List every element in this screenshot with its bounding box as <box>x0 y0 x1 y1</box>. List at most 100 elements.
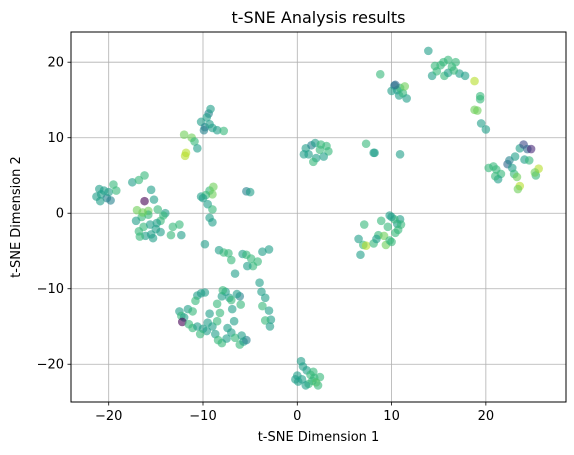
data-point <box>200 288 210 297</box>
data-point <box>385 211 394 220</box>
data-point <box>524 156 534 165</box>
data-point <box>177 230 186 240</box>
data-point <box>391 80 400 90</box>
x-tick-label: 10 <box>383 409 400 424</box>
data-point <box>301 381 311 390</box>
data-point <box>203 318 213 328</box>
data-point <box>140 171 149 180</box>
y-axis-title: t-SNE Dimension 2 <box>9 156 24 278</box>
data-point <box>111 186 121 195</box>
data-point <box>526 144 536 154</box>
data-point <box>180 151 190 161</box>
data-point <box>260 316 270 325</box>
data-point <box>299 150 309 159</box>
data-point <box>253 257 262 266</box>
data-point <box>255 278 264 287</box>
data-point <box>230 333 240 343</box>
data-point <box>208 205 217 214</box>
x-tick-label: 20 <box>478 409 495 424</box>
data-point <box>95 196 105 206</box>
data-point <box>226 255 236 265</box>
data-point <box>265 322 275 331</box>
data-point <box>400 82 410 91</box>
data-point <box>152 218 162 228</box>
data-point <box>104 187 114 197</box>
data-point <box>188 307 197 316</box>
data-point <box>230 269 240 278</box>
data-point <box>106 196 115 205</box>
data-point <box>209 182 218 192</box>
data-point <box>243 261 252 271</box>
data-point <box>193 143 202 153</box>
y-tick-label: 10 <box>47 131 64 146</box>
data-point <box>195 329 205 339</box>
data-point <box>470 76 479 86</box>
data-point <box>205 309 214 318</box>
data-point <box>199 125 209 135</box>
data-point <box>223 323 232 333</box>
data-point <box>291 375 300 384</box>
data-point <box>430 61 440 71</box>
data-point <box>258 301 267 311</box>
grid-layer <box>71 32 566 402</box>
data-point <box>226 295 236 305</box>
data-point <box>354 234 363 244</box>
data-point <box>153 205 163 214</box>
data-point <box>260 293 270 303</box>
data-point <box>402 94 411 103</box>
data-point <box>246 254 256 263</box>
data-point <box>512 172 522 182</box>
data-point <box>475 94 485 104</box>
data-point <box>315 372 325 382</box>
data-point <box>449 66 459 75</box>
data-point <box>227 304 237 314</box>
data-point <box>383 222 393 232</box>
data-point <box>473 106 482 115</box>
data-point <box>490 171 500 181</box>
data-point <box>395 150 405 159</box>
data-point <box>372 234 381 244</box>
data-point <box>229 316 239 326</box>
data-point <box>140 196 149 206</box>
data-point <box>222 334 231 343</box>
data-point <box>315 145 325 155</box>
data-point <box>175 220 184 229</box>
data-point <box>451 57 460 67</box>
data-point <box>212 299 222 309</box>
data-point <box>309 157 318 167</box>
data-point <box>179 130 189 139</box>
data-point <box>361 241 371 250</box>
data-point <box>218 285 228 295</box>
data-point <box>359 220 369 229</box>
data-point <box>361 139 371 149</box>
chart-title: t-SNE Analysis results <box>232 8 406 27</box>
y-tick-label: −10 <box>37 282 64 297</box>
data-point <box>309 367 318 377</box>
data-point <box>149 195 159 204</box>
data-point <box>200 239 210 249</box>
ticks-layer: −20 −10 0 10 20 −20 −10 0 10 20 <box>37 56 495 424</box>
data-point <box>476 119 486 128</box>
data-point <box>376 216 386 226</box>
data-point <box>219 126 229 136</box>
data-point <box>319 152 328 161</box>
y-tick-label: 0 <box>56 207 64 222</box>
data-point <box>232 289 242 299</box>
data-point <box>237 331 246 340</box>
data-point <box>212 125 222 135</box>
data-point <box>135 232 145 241</box>
data-point <box>510 152 520 161</box>
y-tick-label: 20 <box>47 56 64 71</box>
data-point <box>168 222 178 232</box>
data-point <box>148 233 158 243</box>
y-tick-label: −20 <box>37 358 64 373</box>
data-point <box>236 300 246 309</box>
data-point <box>131 216 141 226</box>
data-point <box>356 250 365 260</box>
data-point <box>208 190 217 199</box>
data-point <box>481 125 491 134</box>
data-point <box>198 193 208 203</box>
data-point <box>127 177 137 187</box>
data-point <box>156 227 165 237</box>
